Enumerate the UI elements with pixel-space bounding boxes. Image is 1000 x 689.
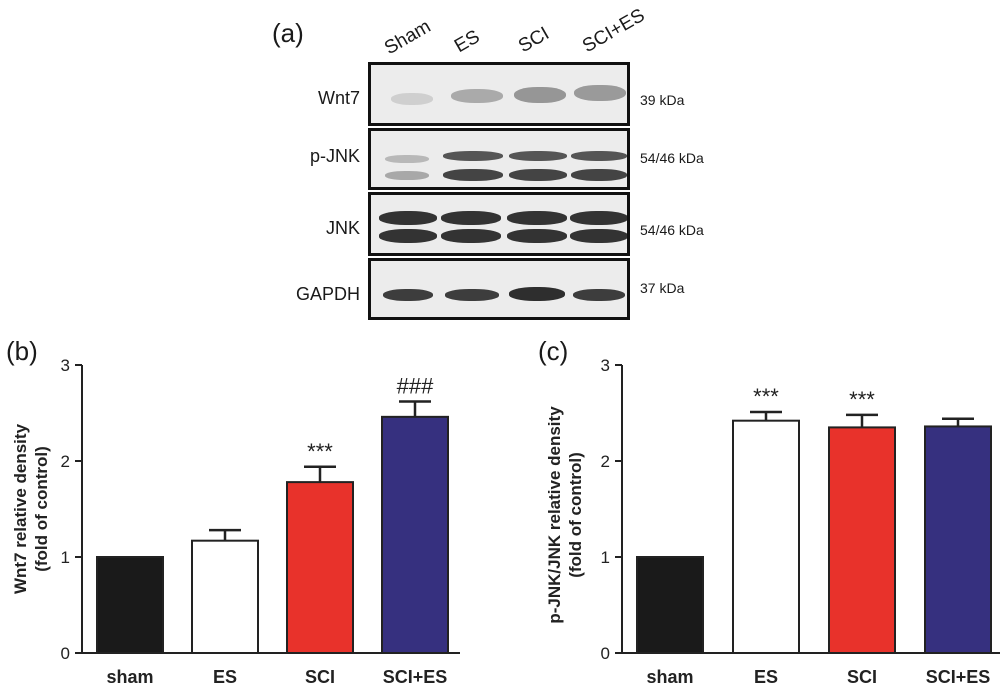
band — [441, 229, 501, 243]
band — [441, 211, 501, 225]
band — [570, 229, 627, 243]
y-axis-label: Wnt7 relative density (fold of control) — [11, 423, 51, 594]
significance-marker: *** — [753, 384, 779, 409]
band — [574, 85, 626, 101]
band — [451, 89, 503, 103]
band — [379, 211, 437, 225]
x-tick-label: sham — [646, 667, 693, 685]
y-axis-label-line: (fold of control) — [566, 452, 585, 578]
blot-image-p-jnk — [368, 128, 630, 190]
blot-image-jnk — [368, 192, 630, 256]
bar-sci — [286, 481, 354, 655]
band — [385, 171, 429, 180]
band — [391, 93, 433, 105]
lane-label-sham: Sham — [381, 16, 435, 60]
bar-sci — [828, 426, 896, 655]
blot-row-size-wnt7: 39 kDa — [640, 92, 685, 108]
band — [514, 87, 566, 103]
bar-sham — [96, 556, 164, 654]
x-tick-label: ES — [754, 667, 778, 685]
y-tick-label: 1 — [61, 548, 70, 567]
band — [507, 229, 567, 243]
y-tick-label: 2 — [61, 452, 70, 471]
band — [570, 211, 627, 225]
bar-sham — [636, 556, 704, 654]
x-tick-label: SCI+ES — [926, 667, 991, 685]
band — [573, 289, 625, 301]
band — [507, 211, 567, 225]
blot-row-size-gapdh: 37 kDa — [640, 280, 685, 296]
significance-marker: *** — [307, 439, 333, 464]
y-tick-label: 2 — [601, 452, 610, 471]
band — [571, 169, 627, 181]
band — [509, 151, 567, 161]
bar-sci-es — [381, 415, 449, 655]
chart-p-jnk-jnk: 0 1 2 3 p-JNK/JNK relative density (fold of c… — [545, 356, 1000, 685]
bar-es — [191, 539, 259, 654]
band — [445, 289, 499, 301]
blot-row-name-jnk: JNK — [325, 218, 360, 238]
x-tick-label: sham — [106, 667, 153, 685]
band — [509, 169, 567, 181]
blot-image-wnt7 — [368, 62, 630, 126]
blot-row-size-jnk: 54/46 kDa — [640, 222, 704, 238]
chart-wnt7: 0 1 2 3 Wnt7 relative density (fold of contro… — [11, 356, 460, 685]
bar-es — [732, 419, 800, 655]
panel-label-a: (a) — [272, 18, 304, 48]
significance-marker: *** — [849, 387, 875, 412]
blot-image-gapdh — [368, 258, 630, 320]
x-tick-label: SCI+ES — [383, 667, 448, 685]
lane-label-es: ES — [451, 26, 484, 58]
y-tick-label: 3 — [61, 356, 70, 375]
band — [379, 229, 437, 243]
bar-sci-es — [924, 425, 992, 654]
y-tick-label: 0 — [601, 644, 610, 663]
x-tick-label: SCI — [847, 667, 877, 685]
blot-row-size-p-jnk: 54/46 kDa — [640, 150, 704, 166]
blot-row-name-wnt7: Wnt7 — [317, 88, 360, 108]
lane-label-sci: SCI — [515, 23, 553, 58]
lane-label-sci-es: SCI+ES — [579, 4, 649, 58]
y-axis-label: p-JNK/JNK relative density (fold of contr… — [545, 406, 585, 624]
y-axis-label-line: Wnt7 relative density — [11, 423, 30, 594]
band — [383, 289, 433, 301]
x-tick-label: SCI — [305, 667, 335, 685]
y-axis-label-line: (fold of control) — [32, 446, 51, 572]
y-tick-label: 0 — [61, 644, 70, 663]
significance-marker: ### — [397, 373, 434, 398]
band — [571, 151, 627, 161]
band — [443, 151, 503, 161]
blot-row-name-p-jnk: p-JNK — [309, 146, 360, 166]
blot-row-name-gapdh: GAPDH — [295, 284, 360, 304]
x-tick-label: ES — [213, 667, 237, 685]
y-tick-label: 3 — [601, 356, 610, 375]
band — [509, 287, 565, 301]
band — [443, 169, 503, 181]
y-tick-label: 1 — [601, 548, 610, 567]
panel-label-c: (c) — [538, 336, 569, 366]
band — [385, 155, 429, 163]
y-axis-label-line: p-JNK/JNK relative density — [545, 406, 564, 624]
panel-label-b: (b) — [6, 336, 38, 366]
